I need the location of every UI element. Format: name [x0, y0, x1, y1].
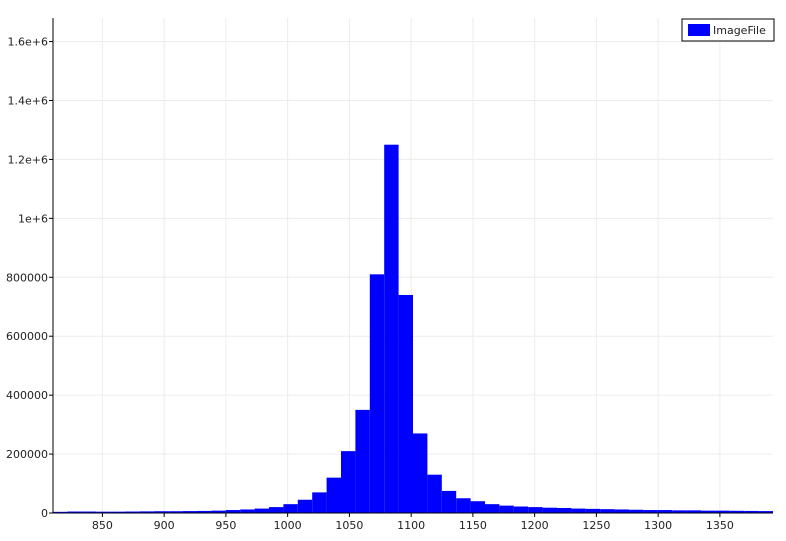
histogram-bar-27 [441, 490, 457, 513]
x-tick-label-3: 1000 [274, 519, 302, 532]
x-tick-label-9: 1300 [644, 519, 672, 532]
histogram-bar-35 [557, 507, 572, 513]
histogram-bar-4 [110, 511, 125, 513]
histogram-bar-5 [125, 511, 140, 513]
histogram-bar-9 [182, 511, 197, 513]
histogram-bar-38 [600, 509, 615, 513]
histogram-bar-31 [499, 505, 514, 513]
legend-label: ImageFile [713, 24, 766, 37]
histogram-bar-7 [153, 511, 169, 513]
histogram-bar-11 [211, 510, 226, 513]
histogram-bar-6 [139, 511, 154, 513]
histogram-bar-10 [197, 510, 212, 513]
histogram-bar-12 [225, 510, 241, 513]
y-tick-label-6: 1.2e+6 [8, 153, 48, 166]
x-tick-label-10: 1350 [706, 519, 734, 532]
y-tick-label-3: 600000 [6, 330, 48, 343]
x-tick-label-6: 1150 [459, 519, 487, 532]
histogram-bar-44 [686, 510, 701, 513]
histogram-bar-14 [254, 508, 269, 513]
histogram-bar-1 [67, 511, 82, 513]
histogram-bar-15 [269, 507, 284, 513]
histogram-bar-20 [341, 451, 356, 513]
histogram-bar-0 [53, 511, 68, 513]
histogram-bar-25 [413, 433, 428, 513]
histogram-bar-47 [729, 510, 745, 513]
legend-swatch [688, 24, 710, 36]
histogram-bar-29 [470, 501, 485, 513]
histogram-bar-19 [326, 477, 341, 513]
histogram-bar-28 [456, 498, 471, 513]
histogram-bar-43 [672, 510, 687, 513]
y-tick-label-1: 200000 [6, 448, 48, 461]
legend: ImageFile [681, 18, 775, 42]
axes [49, 18, 773, 517]
histogram-bar-2 [81, 511, 97, 513]
histogram-bar-3 [96, 511, 111, 513]
y-tick-label-0: 0 [41, 507, 48, 520]
histogram-bar-17 [297, 499, 313, 513]
y-tick-label-5: 1e+6 [18, 212, 48, 225]
x-tick-label-0: 850 [92, 519, 113, 532]
y-tick-label-8: 1.6e+6 [8, 36, 48, 49]
histogram-bar-16 [283, 504, 298, 513]
histogram-bar-13 [240, 509, 255, 513]
histogram-bar-40 [629, 509, 644, 513]
x-tick-label-4: 1050 [335, 519, 363, 532]
histogram-bar-48 [744, 510, 759, 513]
histogram-bar-8 [168, 511, 183, 513]
histogram-bar-45 [701, 510, 716, 513]
x-tick-label-5: 1100 [397, 519, 425, 532]
y-tick-label-2: 400000 [6, 389, 48, 402]
histogram-bar-34 [542, 507, 557, 513]
x-tick-label-1: 900 [154, 519, 175, 532]
histogram-bar-33 [528, 507, 543, 513]
histogram-bar-30 [485, 504, 500, 513]
x-tick-label-8: 1250 [582, 519, 610, 532]
histogram-bar-26 [427, 474, 442, 513]
histogram-bar-36 [571, 508, 586, 513]
y-tick-label-4: 800000 [6, 271, 48, 284]
histogram-bar-23 [384, 144, 399, 514]
histogram-bar-39 [614, 509, 629, 513]
histogram-bar-21 [355, 409, 370, 513]
histogram-bar-18 [312, 492, 327, 513]
histogram-bar-37 [585, 508, 601, 513]
histogram-bar-24 [398, 294, 413, 513]
y-tick-label-7: 1.4e+6 [8, 95, 48, 108]
x-tick-label-2: 950 [215, 519, 236, 532]
histogram-bar-22 [369, 274, 385, 513]
histogram-bar-46 [715, 510, 730, 513]
histogram-bar-41 [643, 510, 658, 513]
x-tick-label-7: 1200 [521, 519, 549, 532]
histogram-bar-42 [657, 510, 673, 513]
histogram-bar-32 [513, 506, 529, 513]
tick-labels: 850 900 950 1000 1050 1100 1150 1200 1250 1300 135… [6, 36, 734, 532]
bars [53, 144, 773, 514]
histogram-bar-49 [758, 511, 773, 513]
